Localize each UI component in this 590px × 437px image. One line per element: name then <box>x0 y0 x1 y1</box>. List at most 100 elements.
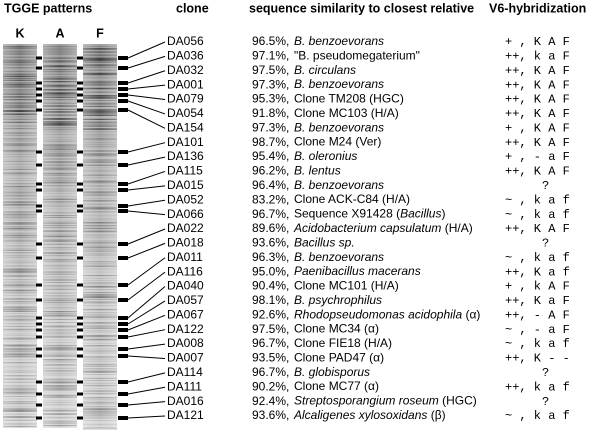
clone-id: DA011 <box>167 250 203 264</box>
band-marker <box>118 283 128 287</box>
clone-id: DA114 <box>167 365 203 379</box>
band-marker <box>36 163 42 167</box>
similarity: 93.5%, <box>252 351 289 365</box>
similarity: 98.1%, <box>252 293 289 307</box>
lane-label: F <box>96 26 104 40</box>
relative-part: B. benzoevorans <box>294 178 384 192</box>
hybridization: ++, K - - <box>505 352 570 366</box>
connector <box>127 210 166 216</box>
hybridization-header: V6-hybridization <box>489 1 586 15</box>
similarity: 97.5%, <box>252 63 289 77</box>
band-marker <box>36 209 42 213</box>
relative: Acidobacterium capsulatum (H/A) <box>293 221 473 235</box>
band-marker <box>36 108 42 112</box>
band-marker <box>77 347 83 351</box>
clone-id: DA101 <box>167 135 204 149</box>
relative: B. globisporus <box>294 365 370 379</box>
relative: Clone ACK-C84 (H/A) <box>294 192 410 206</box>
hybridization: + , - a F <box>505 150 570 164</box>
band-marker <box>36 204 42 208</box>
clone-id: DA052 <box>167 192 204 206</box>
band-marker <box>77 81 83 85</box>
similarity: 89.6%, <box>252 221 289 235</box>
band-marker <box>36 416 42 420</box>
clone-id: DA121 <box>167 408 204 422</box>
band-marker <box>118 322 128 326</box>
relative-part: Bacillus sp. <box>294 236 355 250</box>
hybridization: ++, K A F <box>505 78 570 92</box>
lane-label: A <box>55 26 64 40</box>
similarity: 92.6%, <box>252 307 289 321</box>
similarity: 95.4%, <box>252 149 289 163</box>
band-marker <box>36 242 42 246</box>
band-marker <box>118 56 128 60</box>
hybridization: ~ , k a f <box>505 251 570 265</box>
hybridization: ~ , k a f <box>505 193 570 207</box>
band-marker <box>77 316 83 320</box>
hybridization: ? <box>542 179 549 193</box>
relative: B. lentus <box>294 164 341 178</box>
relative: "B. pseudomegaterium" <box>294 49 420 63</box>
clone-id: DA122 <box>167 322 204 336</box>
band-marker <box>77 335 83 339</box>
hybridization: ~ , k a f <box>505 409 570 423</box>
relative-part: Clone M24 (Ver) <box>294 135 381 149</box>
relative-part: "B. pseudomegaterium" <box>294 49 420 63</box>
hybridization: + , k A F <box>505 280 570 294</box>
relative-part: B. benzoevorans <box>294 77 384 91</box>
relative-part: Clone MC34 (α) <box>294 322 379 336</box>
hybridization: ++, K A F <box>505 136 570 150</box>
band-marker <box>118 392 128 396</box>
band-marker <box>36 150 42 154</box>
relative-part: (HGC) <box>439 394 477 408</box>
band-marker <box>36 316 42 320</box>
similarity: 97.3%, <box>252 120 289 134</box>
band-marker <box>118 380 128 384</box>
relative-part: Rhodopseudomonas acidophila <box>294 307 462 321</box>
relative: B. psychrophilus <box>294 293 382 307</box>
band-marker <box>77 354 83 358</box>
similarity: 90.4%, <box>252 279 289 293</box>
clone-id: DA036 <box>167 49 204 63</box>
band-marker <box>77 209 83 213</box>
clone-id: DA054 <box>167 106 204 120</box>
clone-id: DA040 <box>167 279 204 293</box>
similarity-header: sequence similarity to closest relative <box>249 1 474 15</box>
connector <box>127 41 166 59</box>
band-marker <box>77 283 83 287</box>
similarity: 83.2%, <box>252 192 289 206</box>
clone-id: DA022 <box>167 221 204 235</box>
relative: Clone MC34 (α) <box>294 322 379 336</box>
clone-header: clone <box>176 1 209 15</box>
relative-part: Clone ACK-C84 (H/A) <box>294 192 410 206</box>
hybridization: ? <box>542 395 549 409</box>
connector <box>127 55 166 69</box>
relative-part: Streptosporangium roseum <box>294 394 439 408</box>
clone-id: DA018 <box>167 236 204 250</box>
band-marker <box>36 322 42 326</box>
hybridization: ++, K A F <box>505 165 570 179</box>
band-marker <box>36 347 42 351</box>
band-marker <box>36 182 42 186</box>
relative-part: Alcaligenes xylosoxidans <box>293 408 427 422</box>
lane-sheen <box>43 44 77 428</box>
band-marker <box>77 380 83 384</box>
connector <box>127 70 166 84</box>
similarity: 95.3%, <box>252 92 289 106</box>
band-marker <box>36 354 42 358</box>
relative: B. benzoevorans <box>294 34 384 48</box>
band-marker <box>36 298 42 302</box>
band-marker <box>118 347 128 351</box>
connector <box>127 314 166 331</box>
relative-part: B. lentus <box>294 164 341 178</box>
band-marker <box>36 56 42 60</box>
clone-id: DA008 <box>167 336 204 350</box>
similarity: 96.5%, <box>252 34 289 48</box>
relative: B. benzoevorans <box>294 120 384 134</box>
band-marker <box>118 150 128 154</box>
connector <box>127 343 166 350</box>
relative-part: Clone TM208 (HGC) <box>294 92 404 106</box>
band-marker <box>36 392 42 396</box>
